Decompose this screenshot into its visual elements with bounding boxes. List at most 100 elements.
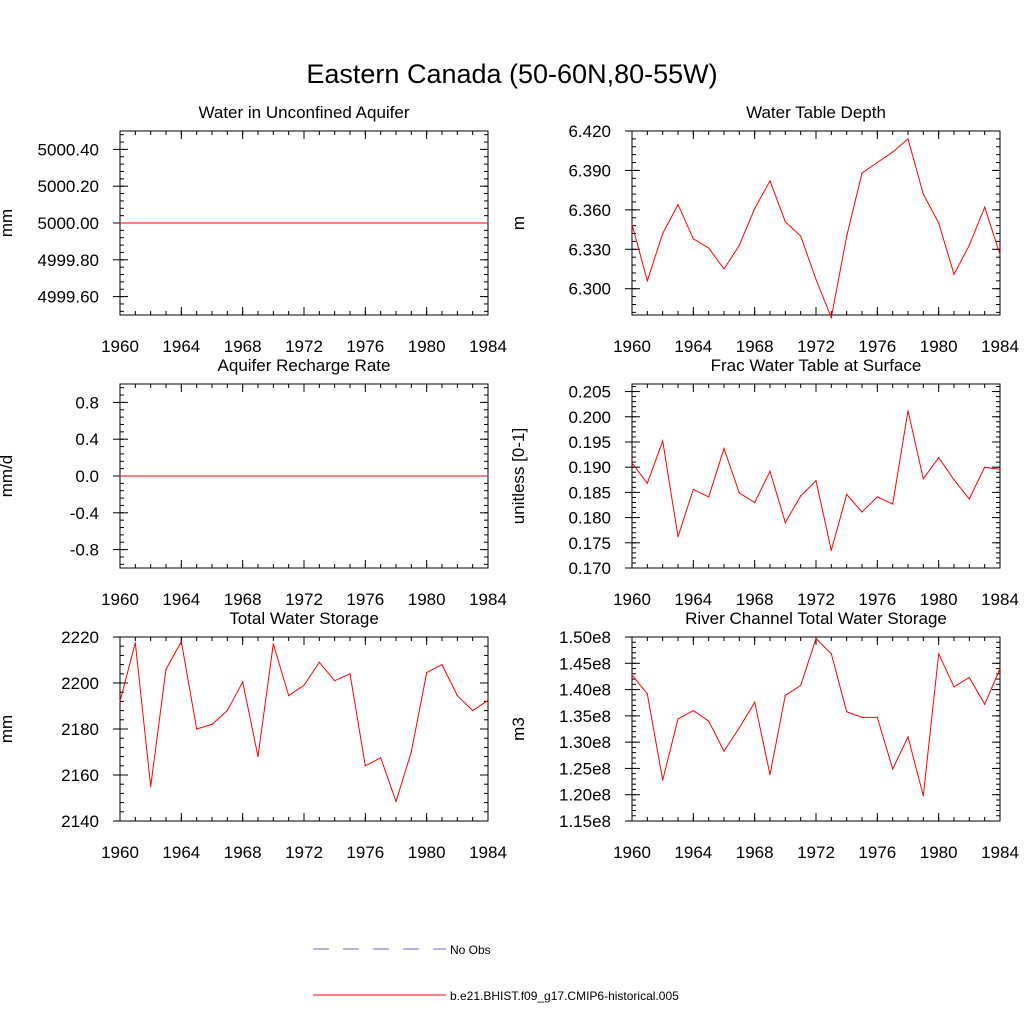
data-point [723, 447, 725, 450]
y-axis-label: mm [0, 209, 16, 237]
data-point [754, 701, 756, 703]
data-point [953, 479, 955, 481]
x-tick-label: 1980 [408, 590, 446, 609]
panel-recharge-rate: Aquifer Recharge Rate mm/d 1960 1964 1968 197… [0, 356, 507, 609]
data-point [677, 718, 679, 720]
data-point [631, 462, 633, 464]
y-tick-label: 0.170 [568, 559, 611, 578]
x-tick-label: 1984 [981, 843, 1019, 862]
data-point [692, 710, 694, 712]
x-tick-label: 1972 [285, 843, 323, 862]
x-tick-label: 1964 [674, 843, 712, 862]
data-point [815, 638, 817, 640]
data-point [738, 492, 740, 494]
series-line [119, 640, 489, 804]
x-tick-label: 1984 [469, 843, 507, 862]
x-tick-label: 1980 [408, 337, 446, 356]
data-point [472, 710, 474, 712]
data-point [953, 273, 955, 275]
data-point [800, 684, 802, 687]
data-point [426, 672, 428, 674]
data-point [876, 716, 878, 719]
y-tick-label: 5000.20 [38, 177, 99, 196]
x-tick-label: 1968 [736, 590, 774, 609]
data-point [272, 643, 274, 645]
data-point [907, 410, 909, 412]
x-tick-label: 1984 [469, 590, 507, 609]
y-tick-label: 1.50e8 [559, 628, 611, 647]
legend-label-model: b.e21.BHIST.f09_g17.CMIP6-historical.005 [450, 989, 679, 1003]
data-point [907, 736, 909, 738]
data-point [662, 232, 664, 235]
y-tick-label: 6.390 [568, 161, 611, 180]
data-point [846, 711, 848, 713]
y-tick-label: 1.35e8 [559, 707, 611, 726]
data-point [410, 751, 412, 753]
data-point [646, 482, 648, 484]
data-point [830, 653, 832, 655]
x-tick-label: 1968 [224, 843, 262, 862]
y-axis-label: m3 [509, 717, 528, 741]
data-point [953, 686, 955, 688]
x-tick-label: 1984 [981, 590, 1019, 609]
x-tick-label: 1968 [224, 337, 262, 356]
series-line [631, 138, 1001, 320]
x-tick-label: 1964 [162, 590, 200, 609]
y-tick-label: 1.20e8 [559, 786, 611, 805]
x-tick-label: 1968 [736, 843, 774, 862]
x-tick-label: 1964 [162, 337, 200, 356]
y-tick-label: 0.195 [568, 433, 611, 452]
data-point [968, 676, 970, 679]
y-tick-label: 2180 [61, 720, 99, 739]
data-point [738, 727, 740, 729]
x-tick-label: 1968 [736, 337, 774, 356]
x-tick-label: 1964 [162, 843, 200, 862]
data-point [861, 511, 863, 513]
y-tick-label: 6.300 [568, 280, 611, 299]
x-tick-label: 1972 [285, 337, 323, 356]
y-tick-label: 0.0 [75, 467, 99, 486]
data-point [784, 694, 786, 697]
y-tick-label: 1.30e8 [559, 733, 611, 752]
y-tick-label: -0.4 [70, 504, 99, 523]
legend: No Obs b.e21.BHIST.f09_g17.CMIP6-histori… [313, 943, 679, 1003]
data-point [242, 681, 244, 683]
data-point [754, 501, 756, 504]
data-point [999, 468, 1001, 470]
data-point [892, 768, 894, 770]
data-point [984, 466, 986, 468]
panel-title: Aquifer Recharge Rate [218, 356, 391, 375]
data-point [892, 151, 894, 153]
data-point [892, 503, 894, 505]
panels: Water in Unconfined Aquifer mm 1960 1964 196… [0, 103, 1019, 862]
data-point [800, 495, 802, 497]
x-tick-label: 1976 [858, 337, 896, 356]
y-tick-label: 1.15e8 [559, 812, 611, 831]
data-point [288, 695, 290, 697]
panel-title: Frac Water Table at Surface [711, 356, 922, 375]
data-point [487, 475, 489, 477]
plot-frame [631, 383, 1001, 569]
y-tick-label: 5000.00 [38, 214, 99, 233]
data-point [677, 204, 679, 206]
data-point [769, 774, 771, 776]
data-point [631, 674, 633, 676]
data-point [815, 278, 817, 281]
y-tick-label: 0.200 [568, 408, 611, 427]
x-tick-label: 1960 [101, 843, 139, 862]
x-tick-label: 1972 [797, 843, 835, 862]
y-tick-label: 5000.40 [38, 140, 99, 159]
data-point [723, 268, 725, 270]
y-tick-label: -0.8 [70, 541, 99, 560]
x-tick-label: 1980 [408, 843, 446, 862]
x-tick-label: 1980 [920, 843, 958, 862]
plot-frame [631, 130, 1001, 316]
x-tick-label: 1976 [346, 843, 384, 862]
data-point [662, 779, 664, 781]
x-tick-label: 1972 [285, 590, 323, 609]
data-point [907, 138, 909, 140]
y-tick-label: 2220 [61, 628, 99, 647]
data-point [784, 522, 786, 524]
data-point [119, 700, 121, 703]
